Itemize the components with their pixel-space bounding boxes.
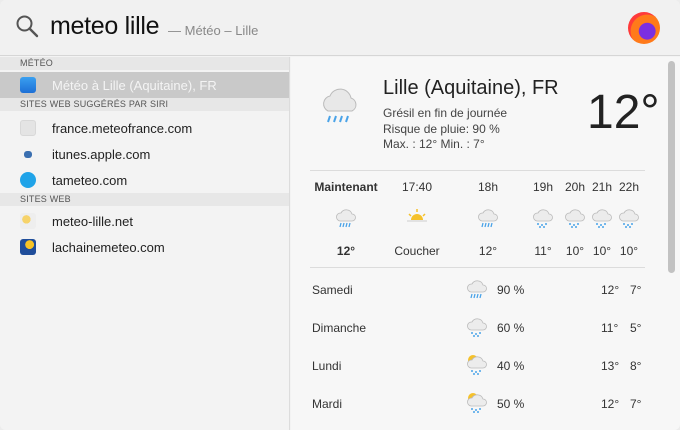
hour-label: Maintenant <box>314 180 378 194</box>
min-temp: 7° <box>630 283 642 297</box>
result-weather-lille[interactable]: Météo à Lille (Aquitaine), FR <box>0 72 289 98</box>
hour-temp: Coucher <box>394 244 440 258</box>
rain-chance: 40 % <box>497 359 525 373</box>
search-input[interactable]: meteo lille <box>50 12 160 40</box>
search-completion-hint: — Météo – Lille <box>168 23 259 38</box>
weather-preview: Lille (Aquitaine), FR Grésil en fin de j… <box>291 57 680 430</box>
result-lachainemeteo[interactable]: lachainemeteo.com <box>0 234 289 260</box>
max-temp: 13° <box>601 359 620 373</box>
hour-temp: 10° <box>619 244 639 258</box>
result-meteofrance[interactable]: france.meteofrance.com <box>0 115 289 141</box>
hour-temp: 11° <box>534 244 552 258</box>
rain-chance: 50 % <box>497 397 525 411</box>
results-list: MÉTÉO Météo à Lille (Aquitaine), FR SITE… <box>0 57 290 430</box>
hour-label: 19h <box>532 180 554 194</box>
min-max: Max. : 12° Min. : 7° <box>383 137 485 151</box>
day-name: Lundi <box>312 359 342 373</box>
rain-chance: Risque de pluie: 90 % <box>383 122 500 136</box>
tameteo-icon <box>20 172 36 188</box>
daily-row: Dimanche 60 % 11° 5° <box>312 318 647 341</box>
sleet-icon <box>567 206 637 233</box>
rain-icon <box>323 88 357 123</box>
hour-temp: 12° <box>336 244 356 258</box>
result-tameteo[interactable]: tameteo.com <box>0 167 289 193</box>
hour-label: 21h <box>591 180 613 194</box>
sun-rain-icon <box>465 353 489 380</box>
min-temp: 7° <box>630 397 642 411</box>
min-temp: 5° <box>630 321 642 335</box>
rain-icon <box>453 206 523 233</box>
rain-icon <box>465 277 489 304</box>
section-header: SITES WEB SUGGÉRÉS PAR SIRI <box>0 98 289 111</box>
result-label: france.meteofrance.com <box>52 120 193 136</box>
sleet-icon <box>594 206 664 233</box>
day-name: Samedi <box>312 283 353 297</box>
search-bar[interactable]: meteo lille — Météo – Lille <box>0 0 680 56</box>
result-meteo-lille[interactable]: meteo-lille.net <box>0 208 289 234</box>
hour-temp: 10° <box>565 244 585 258</box>
sun-rain-icon <box>465 391 489 418</box>
max-temp: 12° <box>601 283 620 297</box>
itunes-icon <box>24 150 32 158</box>
day-name: Mardi <box>312 397 343 411</box>
condition-text: Grésil en fin de journée <box>383 106 508 120</box>
hour-label: 22h <box>618 180 640 194</box>
rain-chance: 90 % <box>497 283 525 297</box>
compass-icon <box>20 120 36 136</box>
sleet-icon <box>540 206 610 233</box>
daily-row: Samedi 90 % 12° 7° <box>312 280 647 303</box>
result-label: tameteo.com <box>52 172 128 188</box>
rain-chance: 60 % <box>497 321 525 335</box>
result-label: Météo à Lille (Aquitaine), FR <box>52 77 217 93</box>
min-temp: 8° <box>630 359 642 373</box>
result-label: lachainemeteo.com <box>52 239 165 255</box>
day-name: Dimanche <box>312 321 367 335</box>
max-temp: 11° <box>601 321 619 335</box>
weather-app-icon <box>20 77 36 93</box>
hour-temp: 12° <box>478 244 498 258</box>
section-header: MÉTÉO <box>0 57 289 70</box>
current-temperature: 12° <box>587 86 660 139</box>
divider <box>310 170 645 171</box>
sunset-icon <box>382 206 452 227</box>
magnifier-icon <box>16 15 39 38</box>
firefox-icon <box>628 12 660 44</box>
rain-icon <box>311 206 381 233</box>
hour-label: 18h <box>477 180 499 194</box>
result-label: itunes.apple.com <box>52 146 151 162</box>
location-title: Lille (Aquitaine), FR <box>383 77 559 99</box>
sun-cloud-icon <box>20 213 36 229</box>
hour-label: 17:40 <box>401 180 433 194</box>
hour-label: 20h <box>564 180 586 194</box>
hour-temp: 10° <box>592 244 612 258</box>
lachainemeteo-icon <box>20 239 36 255</box>
sleet-icon <box>508 206 578 233</box>
sleet-icon <box>465 315 489 342</box>
result-itunes[interactable]: itunes.apple.com <box>0 141 289 167</box>
daily-row: Mardi 50 % 12° 7° <box>312 393 647 417</box>
section-header: SITES WEB <box>0 193 289 206</box>
result-label: meteo-lille.net <box>52 213 133 229</box>
daily-row: Lundi 40 % 13° 8° <box>312 355 647 379</box>
divider <box>310 267 645 268</box>
scrollbar[interactable] <box>668 61 675 273</box>
max-temp: 12° <box>601 397 620 411</box>
